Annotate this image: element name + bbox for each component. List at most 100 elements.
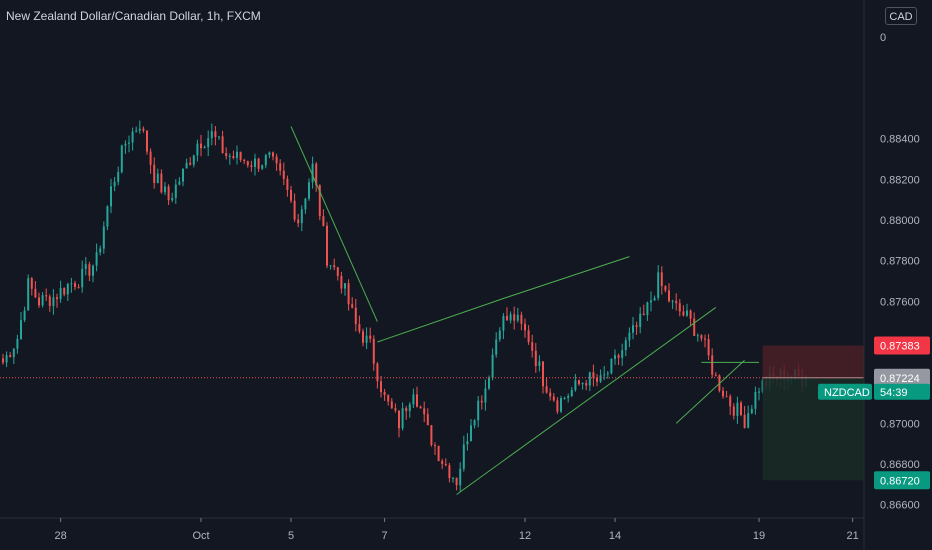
candle-body <box>207 138 210 147</box>
candle-body <box>160 173 163 193</box>
candle-body <box>92 265 94 276</box>
candle-body <box>239 151 242 160</box>
trendline[interactable] <box>456 307 717 495</box>
candle-body <box>383 392 386 396</box>
candle-body <box>542 361 544 387</box>
candle-body <box>286 178 289 190</box>
currency-button[interactable]: CAD <box>885 7 917 25</box>
candle-body <box>218 136 220 138</box>
time-tick-label: 12 <box>519 530 531 542</box>
candle-body <box>754 391 757 409</box>
candle-body <box>707 339 710 356</box>
candle-body <box>747 413 750 428</box>
candle-body <box>614 355 616 359</box>
price-axis[interactable]: 0 0.88400 0.88200 0.88000 0.87800 0.87600 0.87… <box>818 0 932 550</box>
trendline[interactable] <box>290 126 378 322</box>
candle-body <box>588 372 591 386</box>
time-tick-label: Oct <box>192 530 209 542</box>
candle-body <box>236 151 238 159</box>
candle-body <box>477 400 480 421</box>
candle-body <box>110 186 112 207</box>
candle-body <box>390 401 393 409</box>
candle-body <box>63 288 66 295</box>
candle-body <box>437 445 440 462</box>
candle-body <box>660 272 663 287</box>
candle-body <box>290 189 292 201</box>
candle-body <box>524 323 526 331</box>
candle-body <box>88 264 91 276</box>
candle-body <box>228 156 231 158</box>
target-price-badge-bg <box>874 471 930 490</box>
candle-body <box>585 383 588 386</box>
candle-body <box>513 314 516 321</box>
stop-price-badge: 0.87383 <box>880 340 920 352</box>
candle-body <box>592 372 595 378</box>
countdown-badge: 54:39 <box>880 387 908 399</box>
candle-body <box>668 290 670 302</box>
candle-body <box>174 184 177 198</box>
candle-body <box>635 325 638 327</box>
candle-body <box>452 477 454 479</box>
candle-body <box>405 408 408 412</box>
symbol-tag: NZDCAD <box>824 387 870 399</box>
time-axis[interactable]: 28 Oct 5 7 12 14 19 21 <box>0 517 864 542</box>
symbol-tag-bg <box>818 383 872 400</box>
price-axis-background <box>864 0 932 550</box>
candle-body <box>459 468 462 486</box>
candle-body <box>696 335 699 337</box>
candle-body <box>182 168 184 182</box>
candle-body <box>394 408 397 411</box>
candle-body <box>650 300 652 303</box>
candle-body <box>297 219 300 224</box>
candle-body <box>243 159 246 162</box>
candle-body <box>268 152 271 156</box>
candle-body <box>758 391 760 393</box>
candle-body <box>628 332 631 341</box>
candle-body <box>578 380 580 385</box>
trendline[interactable] <box>675 359 745 424</box>
candle-body <box>171 197 174 201</box>
candle-body <box>750 408 753 414</box>
candle-body <box>282 170 285 179</box>
candle-body <box>599 375 602 382</box>
candle-body <box>261 165 264 169</box>
candle-body <box>581 383 584 385</box>
candle-body <box>322 216 325 226</box>
candle-body <box>563 398 566 400</box>
candle-body <box>30 278 33 289</box>
candle-body <box>419 406 422 409</box>
candle-body <box>146 130 148 152</box>
candle-body <box>430 425 433 446</box>
candle-body <box>689 310 692 319</box>
stop-loss-zone[interactable] <box>762 345 866 378</box>
price-tick-label: 0.88200 <box>880 174 920 186</box>
candle-body <box>538 361 541 367</box>
candle-body <box>441 461 444 464</box>
candle-body <box>552 396 555 401</box>
candle-body <box>192 155 195 165</box>
candle-body <box>304 198 307 210</box>
candle-body <box>38 297 40 306</box>
candle-body <box>41 295 44 306</box>
candle-body <box>272 152 274 157</box>
candle-body <box>81 268 84 288</box>
candle-body <box>351 304 354 308</box>
trendline[interactable] <box>506 256 630 298</box>
candle-body <box>671 300 674 302</box>
trendline[interactable] <box>377 296 508 343</box>
candle-body <box>99 248 102 253</box>
candle-body <box>606 373 609 375</box>
candle-body <box>488 377 490 389</box>
candle-body <box>358 324 361 332</box>
candle-body <box>491 354 494 378</box>
candle-body <box>128 142 130 144</box>
candle-body <box>74 283 76 287</box>
candle-body <box>347 283 350 305</box>
candle-body <box>318 185 321 217</box>
candle-body <box>45 295 48 297</box>
candle-body <box>484 388 487 403</box>
candle-body <box>657 272 660 298</box>
candle-body <box>138 128 141 131</box>
